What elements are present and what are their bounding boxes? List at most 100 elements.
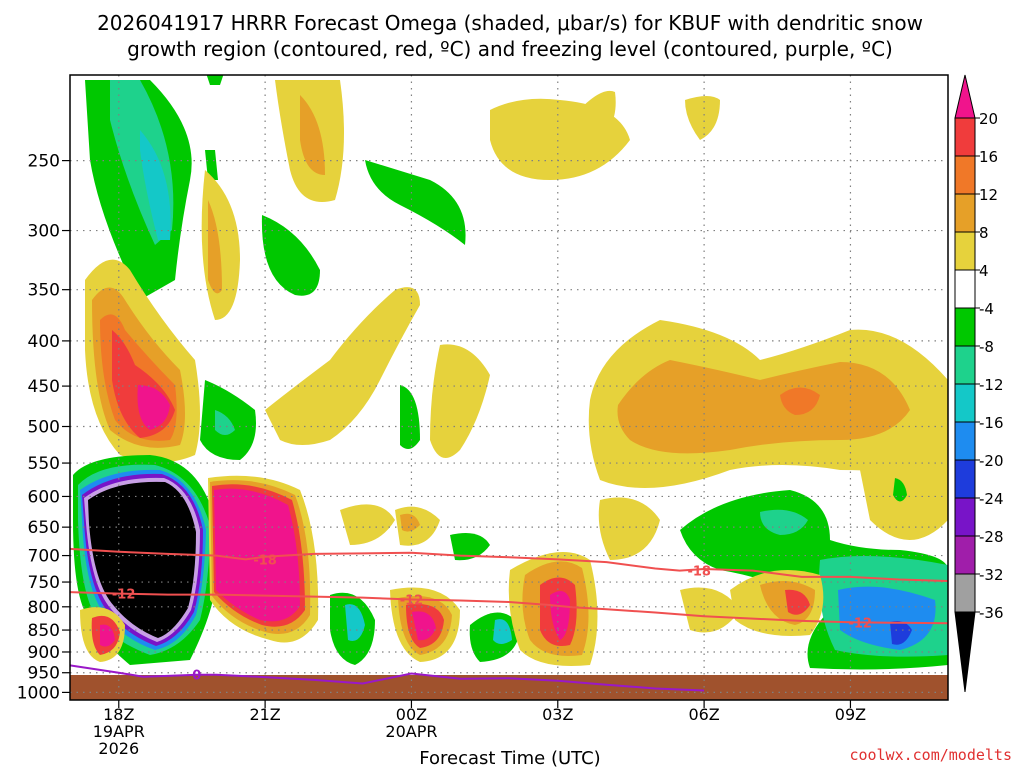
colorbar-label-6: -8 [979, 338, 994, 356]
colorbar-bottom-arrow [954, 611, 976, 693]
colorbar-label-7: -12 [979, 376, 1004, 394]
omega-region-green-23z-mid [400, 385, 420, 449]
y-tick-label-950: 950 [28, 664, 60, 684]
contour-label-2-0: 0 [192, 669, 201, 684]
omega-region-yellow-09z-lower [860, 460, 948, 540]
y-tick-label-400: 400 [28, 332, 60, 352]
omega-region-orange-upper-22z [300, 95, 325, 175]
y-tick-label-850: 850 [28, 621, 60, 641]
omega-region-orange-col-20z [208, 200, 222, 294]
chart-title-line1: 2026041917 HRRR Forecast Omega (shaded, … [97, 11, 923, 35]
x-tick-label-18-0: 18Z [103, 705, 134, 724]
credit-text: coolwx.com/modelts [849, 746, 1012, 764]
colorbar: 20 16 12 8 4 -4 -8 -12 -16 -20 -24 -28 -32 -36 [954, 74, 1004, 693]
omega-region-green-small-2 [205, 150, 218, 180]
omega-region-green-21z [261, 215, 320, 296]
colorbar-swatch-11 [954, 535, 976, 575]
y-tick-label-250: 250 [28, 152, 60, 172]
omega-region-yellow-mid-22z [265, 287, 420, 445]
grid-lines [70, 75, 948, 700]
omega-region-pink-00z-low [412, 611, 436, 641]
omega-region-green-09z-small [893, 478, 907, 502]
omega-region-blue-right-low [838, 586, 936, 650]
x-tick-label-33-0: 09Z [835, 705, 866, 724]
omega-region-yellow-top-05z [685, 96, 720, 140]
x-tick-label-24-0: 00Z [396, 705, 427, 724]
colorbar-label-8: -16 [979, 414, 1004, 432]
colorbar-swatch-1 [954, 155, 976, 195]
contour-label-1-0: -12 [112, 588, 136, 603]
omega-region-yellow-00z-mid [430, 344, 490, 458]
omega-region-yellow-top-02z [570, 90, 616, 145]
colorbar-top-arrow [954, 74, 976, 119]
colorbar-label-12: -32 [979, 566, 1004, 584]
x-tick-label-30-0: 06Z [688, 705, 719, 724]
colorbar-swatch-6 [954, 345, 976, 385]
colorbar-swatch-2 [954, 193, 976, 233]
x-tick-label-27-0: 03Z [542, 705, 573, 724]
colorbar-label-9: -20 [979, 452, 1004, 470]
y-tick-label-350: 350 [28, 281, 60, 301]
y-tick-label-1000: 1000 [17, 683, 60, 703]
omega-region-cyan-top-left [140, 130, 171, 240]
omega-region-teal-right-mid [760, 509, 808, 535]
colorbar-label-10: -24 [979, 490, 1004, 508]
contour-line-1 [69, 591, 949, 625]
omega-region-cyan-23z-low [345, 604, 365, 641]
colorbar-label-2: 12 [979, 186, 998, 204]
colorbar-label-11: -28 [979, 528, 1004, 546]
omega-region-orange-band-04z [617, 360, 910, 454]
y-tick-label-750: 750 [28, 573, 60, 593]
omega-region-pink-03z-low [550, 591, 570, 640]
plot-border [69, 74, 949, 701]
omega-region-teal-20z-500 [215, 410, 235, 435]
y-axis: 2503003504004505005506006507007508008509… [17, 152, 70, 703]
contour-label-1-1: -12 [400, 594, 424, 609]
y-tick-label-800: 800 [28, 598, 60, 618]
x-tick-label-21-0: 21Z [249, 705, 280, 724]
y-tick-label-550: 550 [28, 454, 60, 474]
omega-region-yellow-05z-lower [680, 587, 740, 633]
colorbar-label-5: -4 [979, 300, 994, 318]
omega-region-cyan-01z-lower [493, 619, 512, 644]
colorbar-swatch-9 [954, 459, 976, 499]
temperature-contours: -18 -18 -12 -12 -12 0 [69, 547, 949, 692]
x-tick-label-18-1: 19APR [93, 722, 145, 741]
contour-label-0-0: -18 [253, 553, 277, 568]
y-tick-label-300: 300 [28, 222, 60, 242]
x-axis-label: Forecast Time (UTC) [419, 748, 600, 768]
y-tick-label-650: 650 [28, 518, 60, 538]
contour-label-0-1: -18 [687, 565, 711, 580]
omega-region-yellow-05z-low [598, 497, 660, 560]
y-tick-label-600: 600 [28, 487, 60, 507]
omega-shading [73, 75, 948, 670]
chart-title-line2: growth region (contoured, red, ºC) and f… [127, 37, 893, 61]
contour-line-0 [69, 547, 949, 582]
omega-region-darkorange-band-08z [780, 387, 820, 415]
x-tick-label-18-2: 2026 [98, 739, 139, 758]
colorbar-swatch-12 [954, 573, 976, 613]
colorbar-label-1: 16 [979, 148, 998, 166]
x-tick-label-24-1: 20APR [385, 722, 437, 741]
colorbar-label-0: 20 [979, 110, 998, 128]
y-tick-label-700: 700 [28, 547, 60, 567]
contour-label-1-2: -12 [848, 616, 872, 631]
omega-region-yellow-23z-lowmid [340, 504, 395, 545]
omega-region-green-small-1 [206, 75, 224, 85]
y-tick-label-500: 500 [28, 418, 60, 438]
colorbar-label-3: 8 [979, 224, 989, 242]
y-tick-label-900: 900 [28, 643, 60, 663]
omega-region-pink-21z-low [214, 488, 300, 622]
colorbar-swatch-7 [954, 383, 976, 423]
colorbar-swatch-8 [954, 421, 976, 461]
omega-region-pink-18z-mid [137, 385, 170, 430]
omega-region-red-08z-low [785, 589, 810, 615]
omega-region-black-core-18z [88, 481, 196, 638]
contour-line-2 [69, 664, 705, 692]
omega-region-green-01z-low [450, 532, 490, 561]
colorbar-swatch-0 [954, 117, 976, 157]
colorbar-label-13: -36 [979, 604, 1004, 622]
colorbar-swatch-4 [954, 269, 976, 309]
